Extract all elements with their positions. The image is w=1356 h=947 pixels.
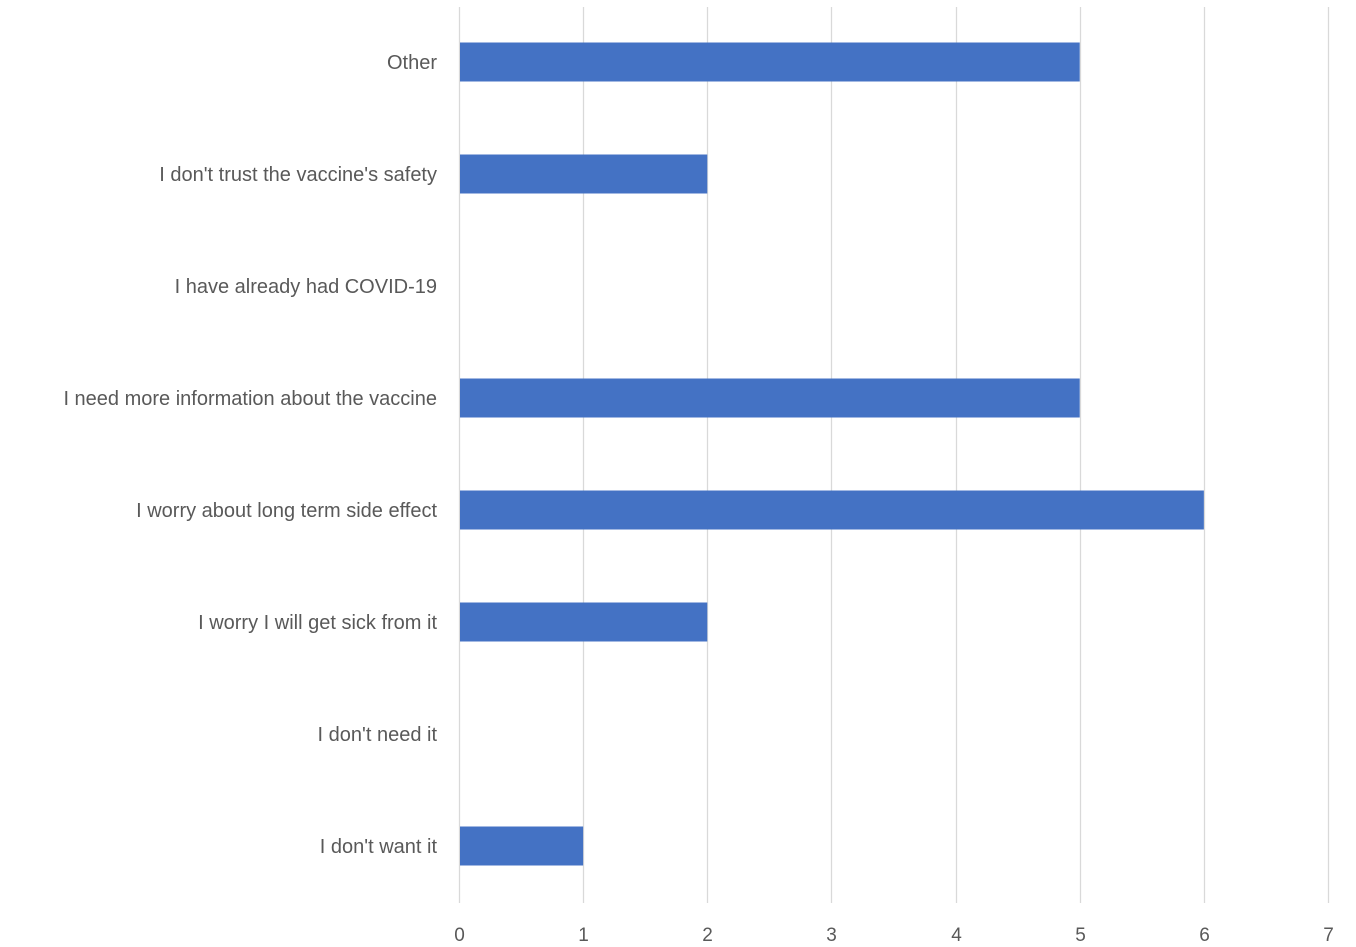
category-label: I don't trust the vaccine's safety <box>159 164 437 186</box>
x-tick-label: 1 <box>578 925 589 946</box>
bar-1 <box>460 154 708 194</box>
x-tick-label: 7 <box>1323 925 1334 946</box>
x-tick-label: 3 <box>826 925 837 946</box>
x-tick-label: 0 <box>454 925 465 946</box>
category-label: I worry I will get sick from it <box>198 612 437 634</box>
category-label: I have already had COVID-19 <box>175 276 437 298</box>
bar-3 <box>460 378 1080 418</box>
x-tick-label: 4 <box>951 925 962 946</box>
x-tick-label: 6 <box>1199 925 1210 946</box>
x-axis-tick-labels: 0 1 2 3 4 5 6 7 <box>454 925 1334 946</box>
category-label: I need more information about the vaccin… <box>63 388 437 410</box>
category-label: I worry about long term side effect <box>136 500 437 522</box>
category-label: I don't need it <box>318 724 438 746</box>
bar-7 <box>460 826 584 866</box>
bar-4 <box>460 490 1204 530</box>
bar-5 <box>460 602 708 642</box>
bars <box>460 42 1204 866</box>
category-labels: Other I don't trust the vaccine's safety… <box>63 52 437 858</box>
bar-0 <box>460 42 1080 82</box>
category-label: Other <box>387 52 437 74</box>
x-tick-label: 5 <box>1075 925 1086 946</box>
category-label: I don't want it <box>320 836 438 858</box>
x-tick-label: 2 <box>702 925 713 946</box>
gridlines <box>458 7 1330 903</box>
